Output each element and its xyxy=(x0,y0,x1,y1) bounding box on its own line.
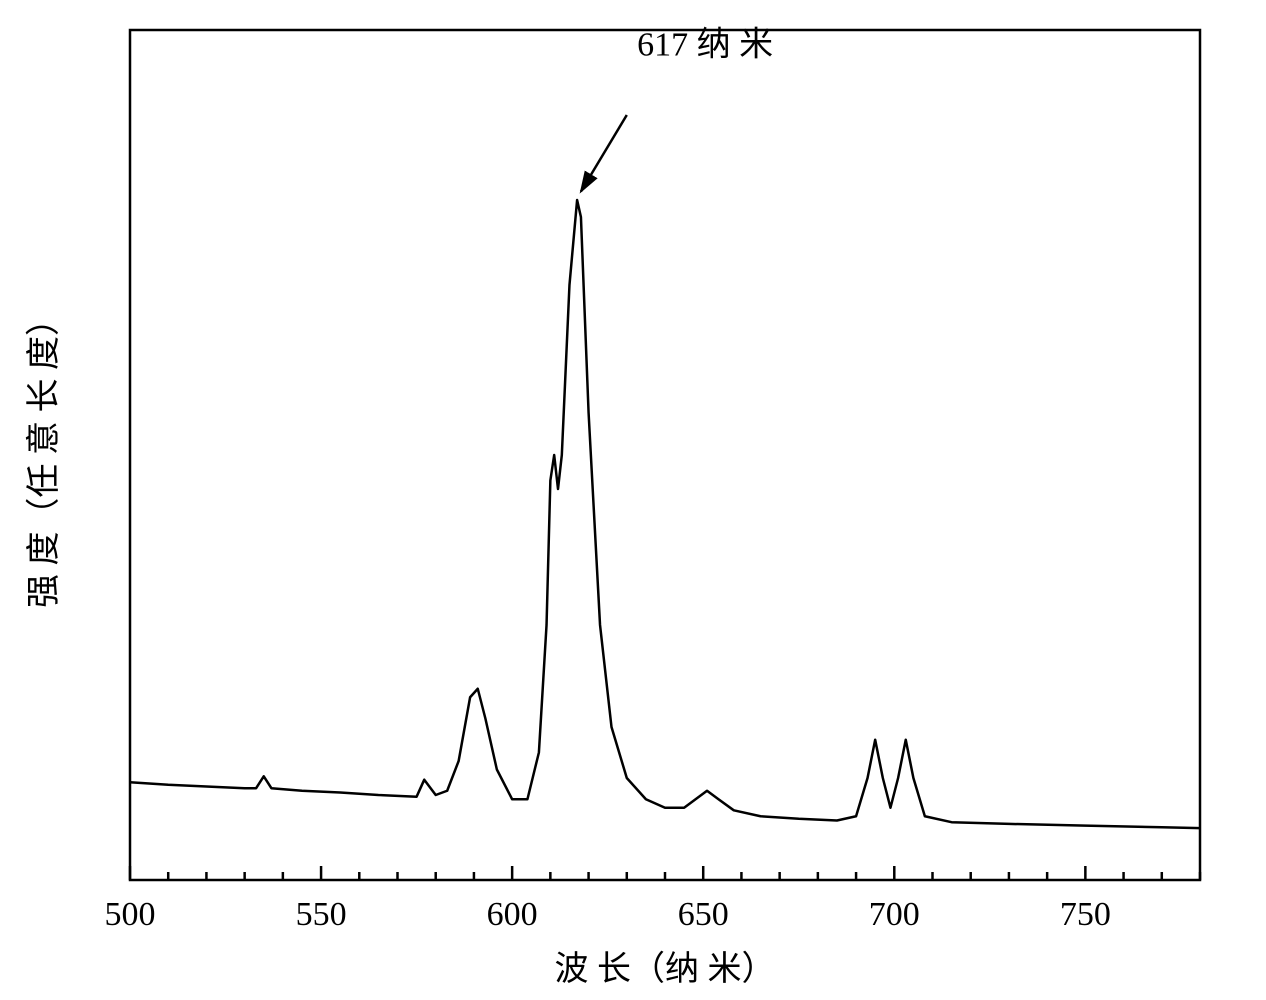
x-axis-label: 波 长（纳 米） xyxy=(555,950,776,988)
spectrum-chart: 500 550 600 650 700 750 波 长（纳 米） 强 度（任 意 长 度） 61… xyxy=(0,0,1266,1000)
x-tick-label: 600 xyxy=(487,896,538,933)
peak-annotation-text: 617 纳 米 xyxy=(637,26,773,64)
y-axis-label: 强 度（任 意 长 度） xyxy=(25,302,63,608)
x-tick-label: 650 xyxy=(678,896,729,933)
plot-frame xyxy=(130,30,1200,880)
x-tick-label: 550 xyxy=(296,896,347,933)
spectrum-line xyxy=(130,200,1200,828)
x-tick-label: 700 xyxy=(869,896,920,933)
peak-annotation-arrow xyxy=(581,115,627,192)
x-tick-label: 750 xyxy=(1060,896,1111,933)
x-tick-label: 500 xyxy=(105,896,156,933)
chart-svg: 500 550 600 650 700 750 波 长（纳 米） 强 度（任 意 长 度） 61… xyxy=(0,0,1266,1000)
